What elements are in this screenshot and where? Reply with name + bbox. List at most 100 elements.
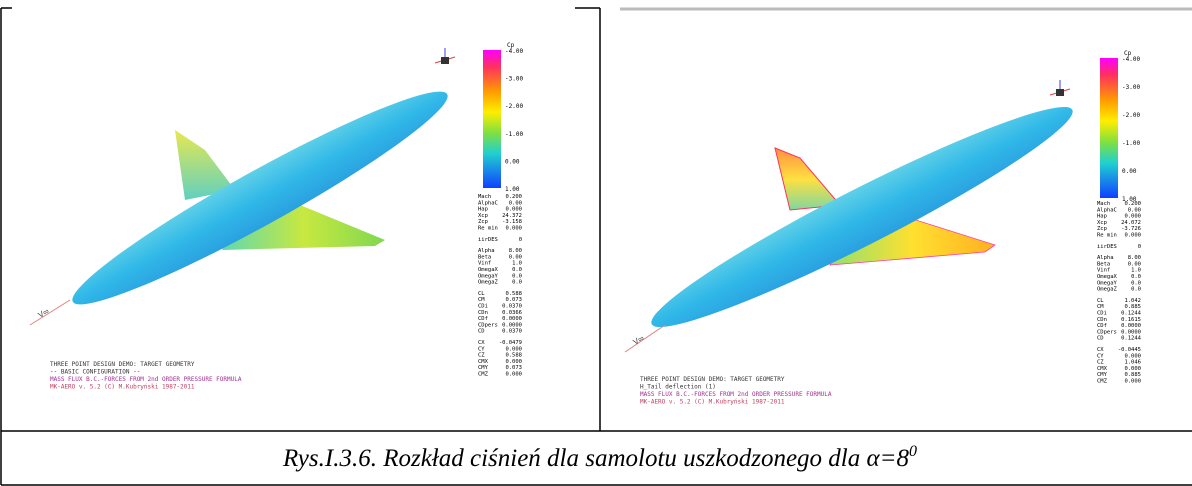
param-value: 24.072 [1121, 220, 1141, 226]
colorbar-label: 0.00 [505, 158, 520, 165]
footer-line: THREE POINT DESIGN DEMO: TARGET GEOMETRY [640, 376, 785, 383]
param-value: 0.1615 [1121, 317, 1141, 323]
colorbar-label: -1.00 [505, 131, 523, 138]
param-value: 0.000 [1124, 379, 1141, 385]
param-name: AlphaC [1097, 207, 1117, 213]
param-name: iirDES [478, 237, 498, 243]
figure: V∞ V∞ Rys.I.3.6. Rozkład ciśnień dla sam… [0, 0, 1192, 486]
param-name: CY [1097, 353, 1104, 359]
param-name: Mach [1097, 201, 1110, 207]
param-name: OmegaY [1097, 280, 1118, 286]
param-name: Zcp [1097, 226, 1107, 232]
colorbar [483, 50, 501, 188]
param-value: 0.0366 [502, 310, 522, 316]
param-name: CMY [1097, 372, 1108, 378]
param-value: 0.0000 [502, 316, 522, 322]
param-value: 0.885 [1124, 304, 1141, 310]
param-name: CDpers [478, 322, 498, 328]
colorbar-label: -1.00 [1122, 140, 1140, 147]
param-name: CDf [1097, 323, 1107, 329]
param-value: 0.0000 [1121, 329, 1141, 335]
param-value: -3.158 [502, 219, 522, 225]
param-name: Hap [478, 207, 488, 213]
param-value: 0.200 [1124, 201, 1141, 207]
svg-text:V∞: V∞ [37, 306, 51, 319]
param-name: AlphaC [478, 200, 498, 206]
param-name: Xcp [1097, 220, 1107, 226]
param-value: 0.000 [505, 372, 522, 378]
caption-superscript: 0 [909, 443, 917, 460]
svg-text:V∞: V∞ [632, 333, 646, 346]
param-value: 0.0 [1131, 287, 1141, 293]
param-name: Vinf [478, 261, 491, 267]
param-value: 0.000 [505, 207, 522, 213]
param-name: CDpers [1097, 329, 1117, 335]
param-name: Hap [1097, 214, 1107, 220]
param-name: OmegaX [1097, 274, 1118, 280]
caption: Rys.I.3.6. Rozkład ciśnień dla samolotu … [282, 443, 917, 472]
param-name: CZ [1097, 360, 1104, 366]
param-value: 0.885 [1124, 372, 1141, 378]
param-name: CMZ [1097, 379, 1108, 385]
param-value: 0.00 [1128, 261, 1141, 267]
param-value: 0.588 [505, 291, 522, 297]
param-value: 0.588 [505, 353, 522, 359]
param-name: Vinf [1097, 268, 1110, 274]
colorbar-label: -2.00 [1122, 112, 1140, 119]
param-name: OmegaZ [1097, 287, 1118, 293]
param-value: 0.0 [512, 273, 522, 279]
param-name: OmegaX [478, 267, 499, 273]
param-value: 1.046 [1124, 360, 1141, 366]
param-value: -0.0445 [1118, 347, 1141, 353]
param-name: Xcp [478, 213, 488, 219]
param-name: Beta [1097, 261, 1110, 267]
param-value: 0.0 [1131, 274, 1141, 280]
param-value: 24.372 [502, 213, 522, 219]
param-name: Alpha [478, 248, 495, 254]
param-value: 0.000 [505, 359, 522, 365]
footer-line: MK-AERO v. 5.2 (C) M.Kubryński 1987-2011 [50, 384, 195, 391]
caption-text: Rys.I.3.6. Rozkład ciśnień dla samolotu … [282, 445, 910, 472]
aircraft-right: V∞ [625, 80, 1085, 352]
param-name: CM [478, 297, 485, 303]
param-name: CDi [478, 304, 488, 310]
param-value: 1.042 [1124, 298, 1141, 304]
param-value: 0.000 [1124, 366, 1141, 372]
param-value: 0.000 [505, 346, 522, 352]
param-value: -0.0479 [499, 340, 522, 346]
colorbar-label: 1.00 [505, 186, 520, 193]
param-value: 0 [1138, 244, 1141, 250]
param-name: CX [478, 340, 485, 346]
param-value: 0.000 [1124, 233, 1141, 239]
param-value: 0.0 [512, 280, 522, 286]
param-name: CL [478, 291, 485, 297]
param-name: Beta [478, 254, 491, 260]
colorbar-label: -2.00 [505, 103, 523, 110]
param-value: 1.0 [1131, 268, 1141, 274]
param-value: 0.000 [1124, 353, 1141, 359]
param-name: CMX [478, 359, 489, 365]
param-value: 1.0 [512, 261, 522, 267]
param-value: 0.000 [505, 226, 522, 232]
footer-line: H_Tail deflection (1) [640, 384, 716, 391]
param-value: 0 [519, 237, 522, 243]
param-name: Re min [1097, 233, 1117, 239]
param-name: CD [478, 329, 485, 335]
param-name: OmegaZ [478, 280, 499, 286]
colorbar-label: -3.00 [1122, 84, 1140, 91]
param-name: CMZ [478, 372, 489, 378]
param-value: 8.00 [509, 248, 522, 254]
param-name: CM [1097, 304, 1104, 310]
param-value: 0.1244 [1121, 336, 1142, 342]
param-value: 0.0370 [502, 304, 522, 310]
footer-line: MASS FLUX B.C.-FORCES FROM 2nd ORDER PRE… [640, 391, 832, 398]
aircraft-left: V∞ [30, 48, 460, 325]
param-value: 0.1244 [1121, 311, 1142, 317]
param-name: CDi [1097, 311, 1107, 317]
param-value: 0.00 [509, 254, 522, 260]
param-name: Mach [478, 194, 491, 200]
footer-line: MK-AERO v. 5.2 (C) M.Kubryński 1987-2011 [640, 399, 785, 406]
param-name: CDn [478, 310, 488, 316]
footer-line: THREE POINT DESIGN DEMO: TARGET GEOMETRY [50, 361, 195, 368]
param-value: 0.0000 [502, 322, 522, 328]
